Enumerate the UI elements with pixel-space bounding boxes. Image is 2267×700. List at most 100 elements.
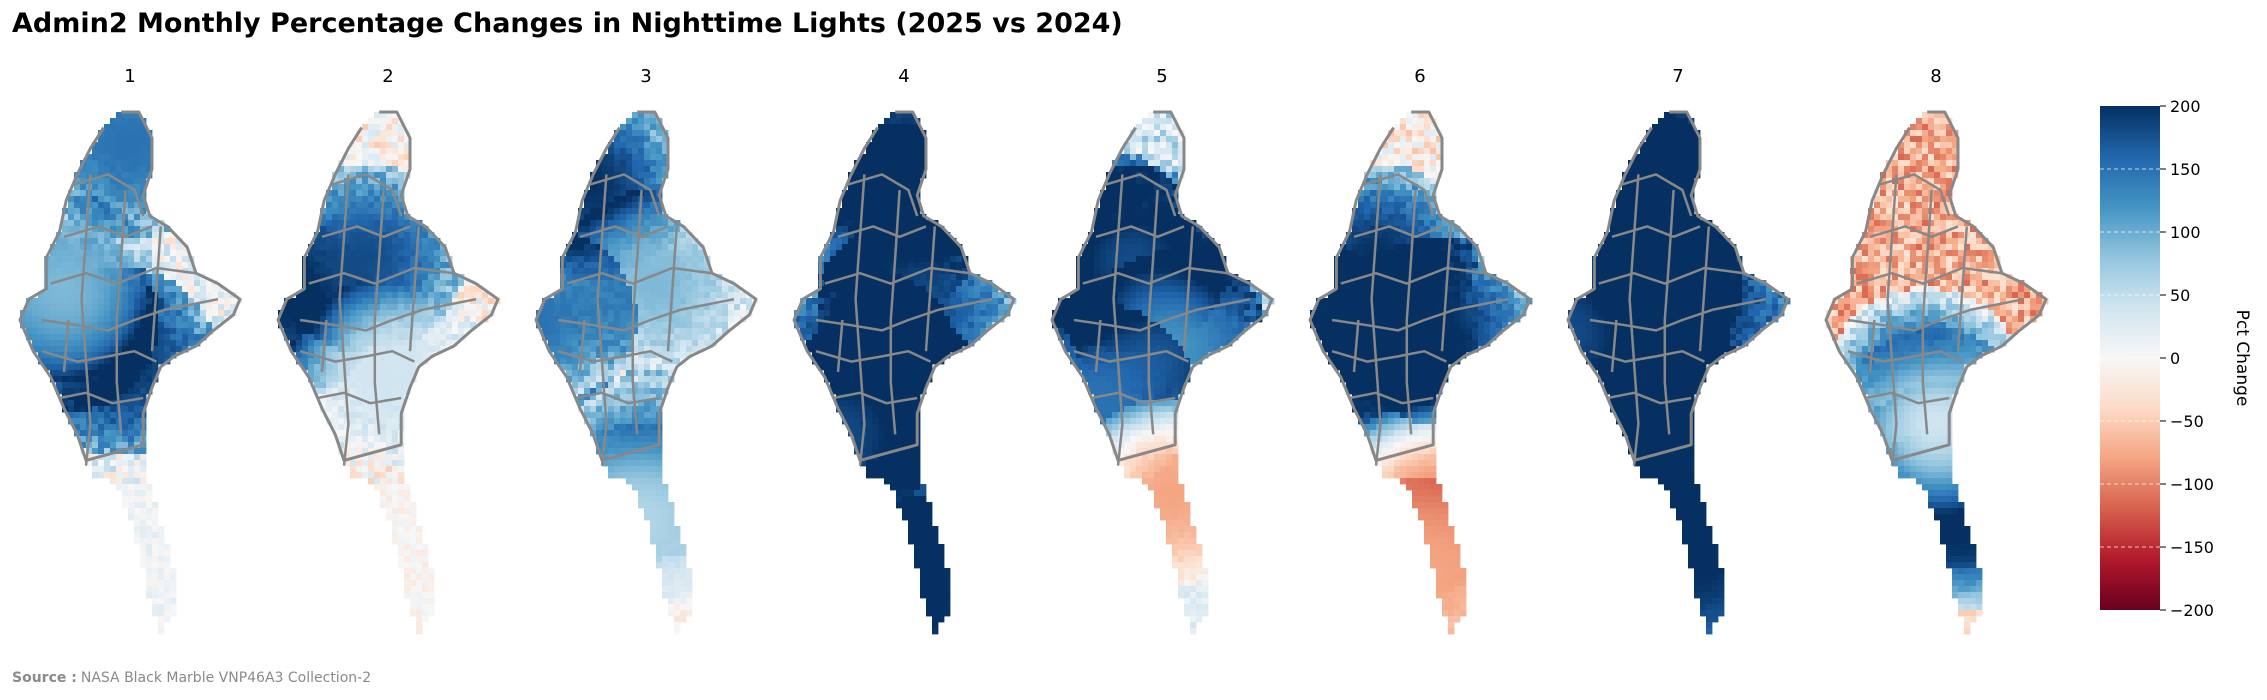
district-cell xyxy=(656,346,663,353)
district-cell xyxy=(614,298,621,305)
district-cell xyxy=(398,130,405,137)
district-cell xyxy=(932,598,939,605)
district-cell xyxy=(398,232,405,239)
district-cell xyxy=(614,148,621,155)
district-cell xyxy=(632,346,639,353)
district-cell xyxy=(644,196,651,203)
district-cell xyxy=(80,406,87,413)
district-cell xyxy=(908,178,915,185)
district-cell xyxy=(926,526,933,533)
district-cell xyxy=(164,238,171,245)
district-cell xyxy=(584,388,591,395)
district-cell xyxy=(368,214,375,221)
district-cell xyxy=(614,406,621,413)
district-cell xyxy=(644,208,651,215)
district-cell xyxy=(650,496,657,503)
district-cell xyxy=(848,370,855,377)
district-cell xyxy=(662,574,669,581)
district-cell xyxy=(350,196,357,203)
district-cell xyxy=(152,538,159,545)
district-cell xyxy=(338,232,345,239)
district-cell xyxy=(1142,148,1149,155)
district-cell xyxy=(686,604,693,611)
district-cell xyxy=(644,160,651,167)
district-cell xyxy=(110,478,117,485)
district-cell xyxy=(392,436,399,443)
district-cell xyxy=(950,346,957,353)
district-cell xyxy=(824,358,831,365)
district-cell xyxy=(668,250,675,257)
district-cell xyxy=(914,136,921,143)
district-cell xyxy=(926,364,933,371)
district-cell xyxy=(392,280,399,287)
district-cell xyxy=(920,328,927,335)
district-cell xyxy=(368,316,375,323)
district-cell xyxy=(878,334,885,341)
district-cell xyxy=(122,232,129,239)
district-cell xyxy=(296,292,303,299)
district-cell xyxy=(362,394,369,401)
district-cell xyxy=(422,250,429,257)
district-cell xyxy=(368,178,375,185)
district-cell xyxy=(818,364,825,371)
district-cell xyxy=(572,316,579,323)
district-cell xyxy=(590,310,597,317)
district-cell xyxy=(656,208,663,215)
district-cell xyxy=(368,334,375,341)
district-cell xyxy=(380,214,387,221)
district-cell xyxy=(80,244,87,251)
district-cell xyxy=(164,322,171,329)
district-cell xyxy=(50,268,57,275)
district-cell xyxy=(938,340,945,347)
district-cell xyxy=(380,502,387,509)
district-cell xyxy=(68,214,75,221)
district-cell xyxy=(398,556,405,563)
district-cell xyxy=(398,316,405,323)
district-cell xyxy=(710,334,717,341)
district-cell xyxy=(386,196,393,203)
district-cell xyxy=(86,340,93,347)
district-cell xyxy=(674,328,681,335)
district-cell xyxy=(584,340,591,347)
district-cell xyxy=(890,118,897,125)
district-cell xyxy=(398,292,405,299)
district-cell xyxy=(932,574,939,581)
district-cell xyxy=(350,160,357,167)
district-cell xyxy=(362,466,369,473)
district-cell xyxy=(638,472,645,479)
district-cell xyxy=(590,190,597,197)
district-cell xyxy=(398,178,405,185)
district-cell xyxy=(134,496,141,503)
district-cell xyxy=(122,286,129,293)
state-boundary xyxy=(150,226,163,352)
district-cell xyxy=(884,364,891,371)
district-cell xyxy=(146,262,153,269)
district-cell xyxy=(374,226,381,233)
district-cell xyxy=(608,172,615,179)
district-cell xyxy=(212,304,219,311)
district-cell xyxy=(104,364,111,371)
district-cell xyxy=(578,292,585,299)
district-cell xyxy=(392,472,399,479)
district-cell xyxy=(692,322,699,329)
district-cell xyxy=(908,220,915,227)
district-cell xyxy=(386,448,393,455)
district-cell xyxy=(146,520,153,527)
district-cell xyxy=(842,292,849,299)
district-cell xyxy=(92,148,99,155)
district-cell xyxy=(614,184,621,191)
district-cell xyxy=(644,130,651,137)
district-cell xyxy=(338,184,345,191)
district-cell xyxy=(926,550,933,557)
district-cell xyxy=(902,490,909,497)
district-cell xyxy=(842,364,849,371)
district-cell xyxy=(362,352,369,359)
district-cell xyxy=(644,382,651,389)
district-cell xyxy=(866,172,873,179)
district-cell xyxy=(122,478,129,485)
district-cell xyxy=(422,616,429,623)
district-cell xyxy=(560,298,567,305)
district-cell xyxy=(428,604,435,611)
district-cell xyxy=(404,580,411,587)
district-cell xyxy=(620,256,627,263)
